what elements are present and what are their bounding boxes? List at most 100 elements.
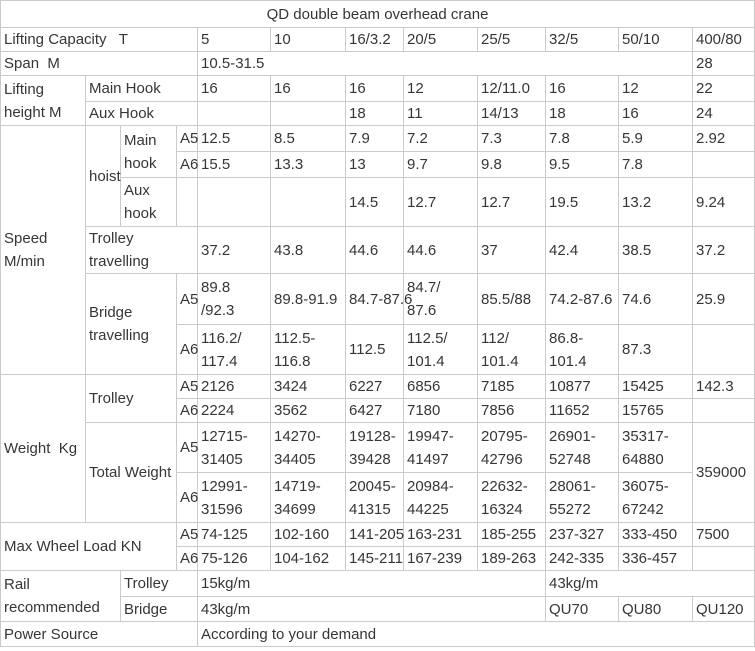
hoist-main-hook-label: Main hook [120,125,177,178]
speed-value: 74.2-87.6 [545,273,619,325]
main-hook-label: Main Hook [85,75,198,102]
speed-value [270,177,346,227]
load-value: 333-450 [618,522,693,547]
speed-value: 13 [345,151,404,178]
page-title: QD double beam overhead crane [0,0,755,28]
grade-a6-label: A6 [176,324,198,375]
speed-value: 89.8 /92.3 [197,273,271,325]
grade-a5-label: A5 [176,273,198,325]
load-value: 104-162 [270,546,346,571]
weight-value: 14270- 34405 [270,422,346,473]
speed-value: 9.24 [691,177,755,227]
speed-value: 13.3 [270,151,346,178]
table-row-title: QD double beam overhead crane [0,0,755,28]
weight-value: 12715- 31405 [197,422,271,473]
speed-value: 87.3 [618,324,693,375]
speed-value: 84.7/ 87.6 [403,273,478,325]
weight-value: 3424 [270,374,346,399]
grade-empty-cell [176,177,198,227]
weight-label: Weight Kg [0,374,86,523]
rail-value: QU80 [618,596,693,622]
height-value: 22 [691,75,755,102]
weight-value: 19128- 39428 [345,422,404,473]
height-value [197,101,271,126]
span-label: Span M [0,51,198,76]
capacity-value: 400/80 [691,27,755,52]
speed-value: 7.3 [477,125,546,152]
speed-value: 12.7 [403,177,478,227]
capacity-value: 25/5 [477,27,546,52]
height-value: 16 [618,101,693,126]
weight-value: 7856 [477,398,546,423]
speed-value: 25.9 [691,273,755,325]
speed-value: 112.5/ 101.4 [403,324,478,375]
power-source-value: According to your demand [196,621,755,647]
power-source-label: Power Source [0,621,198,647]
speed-value: 12.5 [197,125,271,152]
weight-value: 3562 [270,398,346,423]
speed-value: 44.6 [345,226,404,274]
height-value: 12/11.0 [477,75,546,102]
weight-value: 26901- 52748 [545,422,619,473]
weight-value: 22632- 16324 [477,472,546,523]
speed-value: 2.92 [691,125,755,152]
speed-value: 7.2 [403,125,478,152]
span-last: 28 [691,51,755,76]
height-value: 16 [270,75,346,102]
table-row-rail-bridge: Bridge 43kg/m QU70 QU80 QU120 [1,596,755,622]
capacity-value: 16/3.2 [345,27,404,52]
speed-value: 19.5 [545,177,619,227]
weight-value: 10877 [545,374,619,399]
load-value: 237-327 [545,522,619,547]
weight-value: 15425 [618,374,693,399]
table-row-max-wheel-a5: Max Wheel Load KN A5 74-125 102-160 141-… [0,522,755,571]
height-value: 11 [403,101,478,126]
table-row-trolley-travelling: Trolley travelling 37.2 43.8 44.6 44.6 3… [1,226,755,274]
table-row-total-weight-a6: A6 12991- 31596 14719- 34699 20045- 4131… [1,472,755,523]
weight-value: 28061- 55272 [545,472,619,523]
load-value: 7500 [691,522,755,547]
table-row-aux-hook-height: Aux Hook 18 11 14/13 18 16 24 [1,101,755,126]
capacity-value: 50/10 [618,27,693,52]
load-value: 141-205 [345,522,404,547]
table-row-span: Span M 10.5-31.5 28 [0,51,755,76]
grade-a5-label: A5 [176,125,198,152]
speed-value: 7.8 [545,125,619,152]
weight-value: 35317- 64880 [618,422,693,473]
speed-value: 112.5- 116.8 [270,324,346,375]
table-row-capacity: Lifting Capacity T 5 10 16/3.2 20/5 25/5… [0,27,755,52]
weight-value: 2126 [197,374,271,399]
grade-a6-label: A6 [176,151,198,178]
speed-value: 7.9 [345,125,404,152]
hoist-label: hoist [85,125,121,227]
weight-value: 14719- 34699 [270,472,346,523]
trolley-travelling-label: Trolley travelling [85,226,198,274]
speed-value: 13.2 [618,177,693,227]
load-value: 167-239 [403,546,478,571]
weight-value: 142.3 [691,374,755,399]
speed-value: 85.5/88 [477,273,546,325]
height-value: 16 [545,75,619,102]
speed-value: 9.8 [477,151,546,178]
speed-value [691,324,755,375]
speed-value: 12.7 [477,177,546,227]
speed-value: 86.8- 101.4 [545,324,619,375]
rail-trolley-label: Trolley [120,570,198,597]
height-value: 16 [197,75,271,102]
weight-value [691,398,755,423]
speed-value: 15.5 [197,151,271,178]
weight-trolley-label: Trolley [85,374,177,423]
rail-value: 43kg/m [197,596,546,622]
grade-a6-label: A6 [176,398,198,423]
rail-value: QU70 [545,596,619,622]
grade-a5-label: A5 [176,422,198,473]
weight-value: 12991- 31596 [197,472,271,523]
speed-value: 5.9 [618,125,693,152]
weight-value: 6856 [403,374,478,399]
capacity-value: 5 [197,27,271,52]
total-weight-label: Total Weight [85,422,177,523]
height-value: 24 [691,101,755,126]
rail-recommended-label: Rail recommended [0,570,121,622]
speed-label: Speed M/min [0,125,86,375]
speed-value: 37 [477,226,546,274]
